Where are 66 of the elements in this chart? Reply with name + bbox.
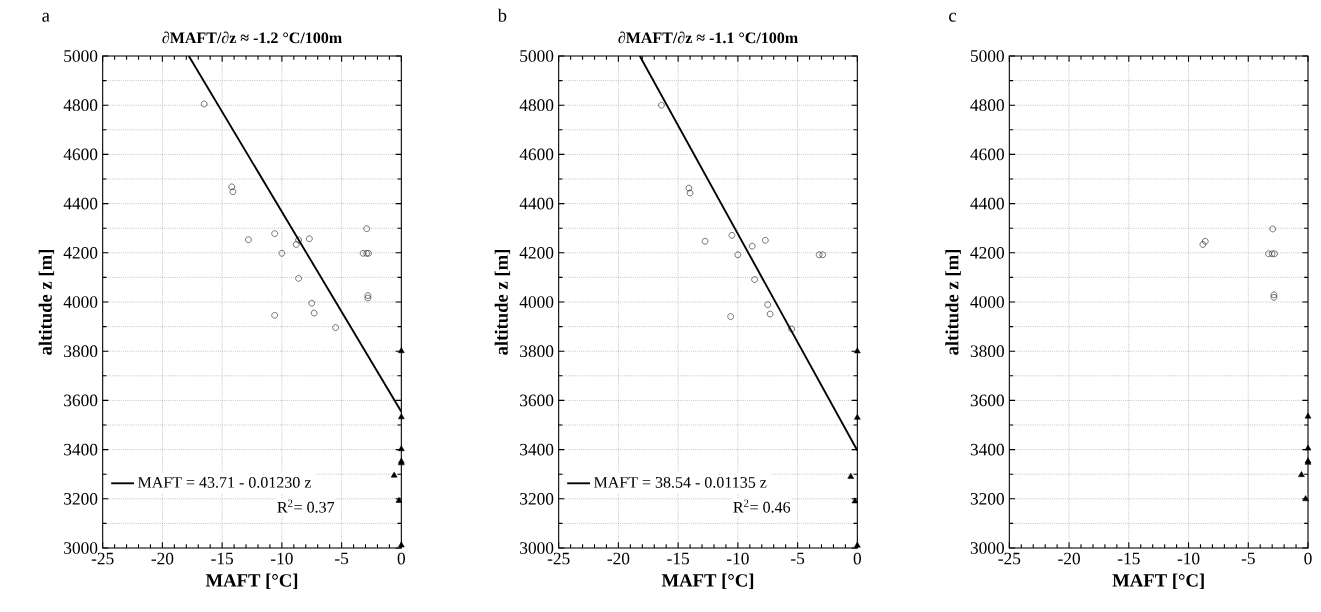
x-tick-label: -15	[1117, 552, 1140, 565]
y-tick-label: 3200	[520, 492, 554, 505]
y-tick-label: 4600	[63, 148, 98, 161]
x-tick-label: -10	[1177, 552, 1200, 565]
y-tick-label: 3400	[970, 443, 1004, 456]
text: a	[42, 12, 50, 22]
x-axis-title: MAFT [°C]	[1112, 573, 1204, 589]
y-tick-label: 3400	[520, 443, 554, 456]
text: b	[497, 8, 507, 22]
y-tick-label: 3600	[520, 394, 554, 407]
x-tick-label: -10	[726, 552, 749, 565]
x-tick-label: 0	[397, 552, 406, 565]
y-tick-label: 4800	[970, 99, 1004, 112]
x-tick-label: -15	[667, 552, 690, 565]
y-tick-label: 4000	[519, 296, 554, 308]
x-tick-label: -15	[211, 552, 234, 565]
y-tick-label: 4000	[63, 296, 98, 308]
annotation: R$^{2}$= 0.46	[733, 499, 791, 513]
y-tick-label: 3000	[520, 542, 554, 554]
y-tick-label: 4000	[970, 296, 1004, 308]
y-tick-label: 4400	[519, 197, 554, 210]
x-tick-label: -25	[547, 552, 570, 565]
x-axis-title: MAFT [°C]	[205, 573, 298, 589]
x-tick-label: -5	[791, 552, 805, 565]
text: c	[949, 12, 957, 22]
y-tick-label: 3200	[64, 492, 98, 505]
y-tick-label: 4800	[519, 99, 554, 112]
y-tick-label: 5000	[520, 50, 554, 62]
x-tick-label: -5	[335, 552, 349, 565]
y-tick-label: 5000	[970, 50, 1004, 62]
y-tick-label: 3800	[64, 345, 98, 358]
x-tick-label: -5	[1241, 552, 1255, 565]
legend-label: MAFT = 43.71 - 0.01230 z	[138, 476, 311, 488]
y-tick-label: 3600	[970, 394, 1004, 407]
y-axis-title: altitude z [m]	[38, 249, 55, 355]
y-tick-label: 4800	[63, 99, 98, 112]
y-tick-label: 4600	[970, 148, 1004, 161]
x-axis-title: MAFT [°C]	[661, 573, 754, 589]
y-axis-title: altitude z [m]	[494, 249, 511, 355]
y-tick-label: 3600	[64, 394, 98, 407]
y-tick-label: 4200	[970, 246, 1004, 259]
y-tick-label: 3800	[520, 345, 554, 358]
y-tick-label: 5000	[64, 50, 98, 62]
y-tick-label: 3000	[970, 542, 1004, 554]
annotation: R$^{2}$= 0.37	[277, 499, 335, 513]
legend-label: MAFT = 38.54 - 0.01135 z	[594, 476, 767, 488]
y-tick-label: 3200	[970, 492, 1004, 505]
x-tick-label: -25	[998, 552, 1021, 565]
y-tick-label: 4200	[519, 246, 554, 259]
y-tick-label: 3400	[64, 443, 98, 456]
chart-title: ∂MAFT/∂z ≈ -1.1 °C/100m	[618, 31, 798, 44]
x-tick-label: -25	[91, 552, 114, 565]
x-tick-label: -10	[270, 552, 293, 565]
chart-title: ∂MAFT/∂z ≈ -1.2 °C/100m	[162, 31, 342, 44]
x-tick-label: -20	[1058, 552, 1080, 565]
y-axis-title: altitude z [m]	[945, 249, 961, 355]
x-tick-label: -20	[151, 552, 174, 565]
x-tick-label: 0	[853, 552, 862, 565]
y-tick-label: 4600	[519, 148, 554, 161]
x-tick-label: -20	[607, 552, 630, 565]
y-tick-label: 4200	[63, 246, 98, 259]
y-tick-label: 3000	[64, 542, 98, 554]
x-tick-label: 0	[1304, 552, 1312, 565]
y-tick-label: 4400	[63, 197, 98, 210]
y-tick-label: 4400	[970, 197, 1004, 210]
y-tick-label: 3800	[970, 345, 1004, 358]
